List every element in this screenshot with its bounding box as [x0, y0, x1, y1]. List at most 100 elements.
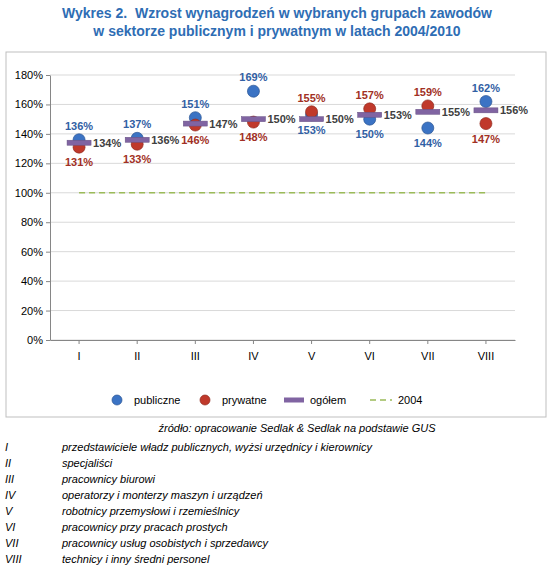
y-tick-label: 100% — [15, 187, 43, 199]
y-tick: 140% — [15, 128, 50, 140]
dash-marker — [300, 117, 324, 122]
title: Wykres 2. Wzrost wynagrodzeń w wybranych… — [62, 5, 492, 21]
x-tick: I — [78, 340, 81, 362]
data-label: 146% — [181, 134, 209, 146]
legend-item: 2004 — [370, 394, 422, 406]
data-label: 136% — [151, 134, 179, 146]
y-tick: 40% — [21, 275, 50, 287]
data-label: 151% — [181, 98, 209, 110]
data-label: 169% — [239, 71, 267, 83]
y-tick: 80% — [21, 216, 50, 228]
category-key: VI — [5, 521, 15, 533]
x-tick-label: II — [134, 350, 140, 362]
x-tick: III — [191, 340, 200, 362]
data-label: 147% — [209, 118, 237, 130]
x-tick: IV — [248, 340, 259, 362]
point — [480, 118, 492, 130]
y-tick: 100% — [15, 187, 50, 199]
grid-line — [50, 310, 515, 311]
grid — [50, 75, 515, 340]
legend-item: ogółem — [284, 394, 346, 406]
data-label: 137% — [123, 118, 151, 130]
data-label: 150% — [326, 113, 354, 125]
y-tick-label: 140% — [15, 128, 43, 140]
y-tick-mark — [46, 75, 50, 76]
category-key: II — [5, 457, 11, 469]
x-tick: VI — [364, 340, 374, 362]
data-label: 159% — [414, 86, 442, 98]
category-text: przedstawiciele władz publicznych, wyżsi… — [61, 441, 373, 453]
data-label: 147% — [472, 133, 500, 145]
category-key: IV — [5, 489, 17, 501]
x-tick: V — [308, 340, 316, 362]
y-tick-label: 180% — [15, 69, 43, 81]
category-text: robotnicy przemysłowi i rzemieślnicy — [62, 505, 241, 517]
y-tick: 0% — [27, 334, 50, 346]
x-tick-mark — [485, 340, 486, 344]
data-label: 150% — [267, 113, 295, 125]
grid-line — [50, 340, 515, 341]
data-label: 134% — [93, 137, 121, 149]
y-tick-label: 120% — [15, 157, 43, 169]
y-tick-label: 20% — [21, 305, 43, 317]
category-text: pracownicy biurowi — [61, 473, 155, 485]
data-label: 156% — [500, 104, 528, 116]
legend-label: publiczne — [134, 394, 180, 406]
x-tick-label: III — [191, 350, 200, 362]
y-tick-label: 40% — [21, 275, 43, 287]
y-tick: 160% — [15, 98, 50, 110]
legend-swatch — [370, 399, 392, 401]
data-label: 150% — [356, 128, 384, 140]
category-text: pracownicy przy pracach prostych — [61, 521, 228, 533]
data-label: 157% — [356, 89, 384, 101]
x-tick-mark — [427, 340, 428, 344]
y-tick-mark — [46, 222, 50, 223]
y-axis: 0% 20% 40% 60% 80% 100% 120% 140% 160% 180% — [15, 69, 51, 346]
data-label: 144% — [414, 137, 442, 149]
x-tick-mark — [137, 340, 138, 344]
x-tick-mark — [253, 340, 254, 344]
dash-marker — [67, 140, 91, 145]
x-tick: II — [134, 340, 140, 362]
legend-label: ogółem — [310, 394, 346, 406]
data-label: 153% — [384, 109, 412, 121]
category-text: technicy i inny średni personel — [62, 553, 210, 565]
y-tick-mark — [46, 340, 50, 341]
dash-marker — [474, 108, 498, 113]
grid-line — [50, 222, 515, 223]
x-tick-label: VIII — [478, 350, 495, 362]
data-labels: 136%137%151%169%153%150%144%162%131%133%… — [65, 71, 528, 168]
legend: publiczne prywatne ogółem 2004 — [112, 394, 422, 406]
x-tick: VIII — [478, 340, 495, 362]
category-text: pracownicy usług osobistych i sprzedawcy — [61, 537, 270, 549]
dash-marker — [183, 121, 207, 126]
y-tick: 180% — [15, 69, 50, 81]
category-legend: Iprzedstawiciele władz publicznych, wyżs… — [5, 441, 373, 565]
legend-label: prywatne — [222, 394, 267, 406]
category-key: I — [5, 441, 8, 453]
x-tick-mark — [311, 340, 312, 344]
y-tick-mark — [46, 193, 50, 194]
legend-label: 2004 — [398, 394, 422, 406]
point — [247, 85, 259, 97]
grid-line — [50, 163, 515, 164]
legend-item: prywatne — [200, 394, 267, 406]
y-tick-mark — [46, 281, 50, 282]
dash-marker — [125, 137, 149, 142]
data-label: 162% — [472, 82, 500, 94]
y-tick-mark — [46, 134, 50, 135]
data-label: 133% — [123, 153, 151, 165]
y-tick-label: 60% — [21, 246, 43, 258]
legend-swatch — [112, 395, 122, 405]
x-axis-line — [51, 340, 516, 341]
source: źródło: opracowanie Sedlak & Sedlak na p… — [158, 422, 437, 434]
title: w sektorze publicznym i prywatnym w lata… — [92, 23, 460, 39]
x-tick: VII — [421, 340, 434, 362]
x-tick-label: VII — [421, 350, 434, 362]
legend-swatch — [200, 395, 210, 405]
grid-line — [50, 251, 515, 252]
x-tick-mark — [79, 340, 80, 344]
grid-line — [50, 104, 515, 105]
y-tick-mark — [46, 104, 50, 105]
dash-marker — [358, 112, 382, 117]
